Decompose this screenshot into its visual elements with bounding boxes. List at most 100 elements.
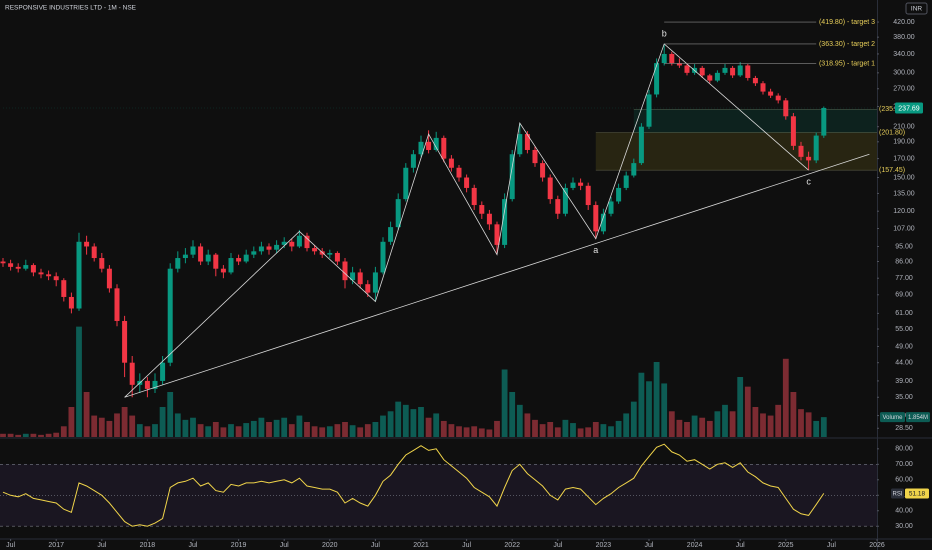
- y-tick-label: 135.00: [893, 190, 915, 197]
- candle-body: [167, 268, 173, 363]
- candle-body: [486, 213, 492, 225]
- volume-bar: [402, 404, 409, 437]
- volume-bar: [623, 413, 630, 437]
- volume-bar: [615, 420, 622, 437]
- candle-body: [30, 265, 36, 273]
- x-tick-label: Jul: [97, 542, 106, 549]
- candle-body: [205, 254, 211, 262]
- candle-body: [289, 241, 295, 247]
- volume-bar: [630, 401, 637, 437]
- rsi-tick-label: 40.00: [895, 508, 913, 515]
- candle-body: [334, 252, 340, 262]
- candle-body: [699, 67, 705, 76]
- volume-bar: [501, 369, 508, 437]
- candle-body: [380, 241, 386, 273]
- rsi-tick-label: 80.00: [895, 446, 913, 453]
- x-tick-label: 2021: [413, 542, 429, 549]
- candle-body: [365, 284, 371, 293]
- volume-bar: [45, 433, 52, 437]
- candle-body: [760, 83, 766, 92]
- volume-bar: [577, 428, 584, 437]
- volume-bar: [592, 422, 599, 437]
- volume-bar: [440, 420, 447, 437]
- x-tick-label: Jul: [827, 542, 836, 549]
- candle-body: [175, 258, 181, 269]
- candle-body: [357, 272, 363, 285]
- y-tick-label: 69.00: [895, 292, 913, 299]
- candle-body: [213, 254, 219, 269]
- volume-bar: [205, 426, 212, 437]
- candle-body: [68, 296, 74, 309]
- candle-body: [631, 163, 637, 176]
- candle-body: [494, 224, 500, 245]
- candle-body: [236, 258, 242, 262]
- candle-body: [737, 65, 743, 76]
- y-tick-label: 49.00: [895, 343, 913, 350]
- volume-bar: [258, 417, 265, 437]
- volume-bar: [174, 413, 181, 437]
- candle-body: [676, 63, 682, 66]
- candle-body: [646, 94, 652, 127]
- volume-bar: [767, 415, 774, 437]
- candle-body: [144, 380, 150, 389]
- candle-body: [806, 156, 812, 161]
- volume-bar: [380, 415, 386, 437]
- candle-body: [350, 272, 356, 281]
- candle-body: [730, 67, 736, 76]
- candle-body: [15, 266, 21, 269]
- wave-label: c: [806, 177, 811, 187]
- volume-bar: [737, 377, 744, 437]
- candle-body: [745, 65, 751, 78]
- volume-bar: [136, 424, 143, 437]
- y-tick-label: 95.00: [895, 243, 913, 250]
- volume-bar: [235, 426, 242, 437]
- x-tick-label: 2025: [778, 542, 794, 549]
- x-tick-label: 2023: [596, 542, 612, 549]
- volume-bar: [433, 413, 440, 437]
- volume-bar: [729, 411, 736, 437]
- volume-bar: [782, 358, 789, 437]
- candle-body: [798, 145, 804, 157]
- volume-bar: [752, 407, 759, 437]
- volume-bar: [106, 420, 113, 437]
- volume-bar: [326, 426, 333, 437]
- candle-body: [684, 65, 690, 73]
- volume-bar: [152, 424, 158, 437]
- volume-bar: [281, 417, 288, 437]
- candle-body: [768, 91, 774, 96]
- y-tick-label: 120.00: [893, 208, 915, 215]
- candle-body: [714, 72, 720, 81]
- wave-label: b: [662, 28, 667, 38]
- volume-bar: [144, 426, 151, 437]
- candle-body: [312, 248, 318, 252]
- y-tick-label: 86.00: [895, 258, 913, 265]
- candle-body: [669, 53, 675, 64]
- candle-body: [479, 205, 485, 214]
- candle-body: [783, 100, 789, 117]
- annotation-layer: a b c (419.80) - target 3 (363.30) - target …: [124, 19, 875, 398]
- volume-bar: [197, 424, 204, 437]
- candle-body: [243, 254, 249, 262]
- candle-body: [813, 135, 819, 161]
- candle-body: [403, 167, 409, 200]
- volume-bar: [494, 420, 500, 437]
- candle-body: [46, 274, 52, 277]
- candle-body: [266, 246, 272, 250]
- volume-bar: [646, 381, 652, 437]
- volume-bar: [410, 409, 417, 437]
- x-tick-label: Jul: [736, 542, 745, 549]
- candle-body: [76, 241, 82, 309]
- volume-bar: [684, 422, 690, 437]
- volume-bar: [121, 407, 128, 437]
- y-tick-label: 380.00: [893, 34, 915, 41]
- axis-layer: 420.00380.00340.00300.00270.00240.00210.…: [6, 19, 930, 549]
- volume-bar: [714, 411, 721, 437]
- volume-bar: [668, 411, 675, 437]
- volume-bar: [509, 392, 516, 437]
- volume-bar: [60, 426, 67, 437]
- volume-bar: [91, 415, 98, 437]
- candle-body: [540, 163, 546, 178]
- candle-body: [600, 213, 606, 232]
